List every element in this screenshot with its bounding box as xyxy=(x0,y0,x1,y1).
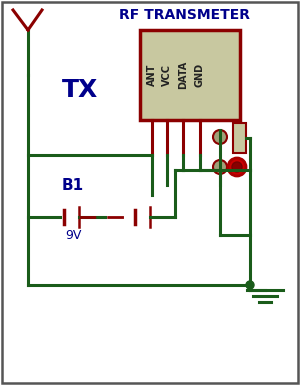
Text: B1: B1 xyxy=(62,177,84,192)
Circle shape xyxy=(213,130,227,144)
Text: VCC: VCC xyxy=(162,64,172,86)
Bar xyxy=(140,30,240,120)
Text: DATA: DATA xyxy=(178,61,188,89)
Circle shape xyxy=(232,162,242,172)
Text: ANT: ANT xyxy=(147,64,157,86)
Circle shape xyxy=(246,281,254,289)
Text: 9V: 9V xyxy=(65,229,81,241)
Text: TX: TX xyxy=(62,78,98,102)
Circle shape xyxy=(228,158,246,176)
Text: GND: GND xyxy=(195,63,205,87)
Bar xyxy=(233,123,246,153)
Circle shape xyxy=(213,160,227,174)
Text: RF TRANSMETER: RF TRANSMETER xyxy=(119,8,250,22)
